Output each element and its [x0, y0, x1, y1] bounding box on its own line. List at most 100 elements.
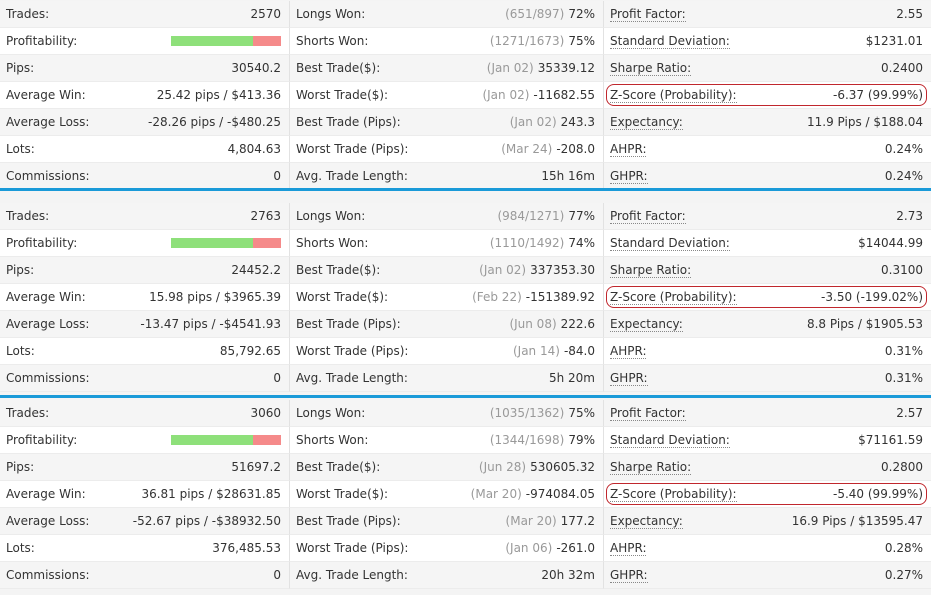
stat-value: 15h 16m: [541, 169, 595, 183]
stat-value: 0.28%: [884, 541, 923, 555]
stat-value: 30540.2: [231, 61, 281, 75]
stat-value: -261.0: [556, 541, 595, 555]
stats-row: Average Win: 15.98 pips / $3965.39 Worst T…: [0, 284, 931, 311]
stat-value: -52.67 pips / -$38932.50: [132, 514, 281, 528]
stat-label: AHPR:: [610, 141, 647, 157]
stat-label: Best Trade (Pips):: [296, 317, 401, 331]
stat-cell: Shorts Won: (1271/1673) 75%: [290, 28, 604, 55]
stat-label: Expectancy:: [610, 316, 683, 332]
stat-note: (Mar 20): [505, 514, 557, 528]
stat-label: Best Trade (Pips):: [296, 115, 401, 129]
stat-value-wrap: 0.24%: [885, 169, 923, 183]
stat-value-wrap: $1231.01: [866, 34, 923, 48]
stat-value: -208.0: [556, 142, 595, 156]
stat-value-wrap: (Jan 02) -11682.55: [482, 88, 595, 102]
stat-label: Sharpe Ratio:: [610, 459, 692, 475]
profitability-bar: [171, 435, 281, 445]
stat-label: GHPR:: [610, 168, 648, 184]
stat-value-wrap: 30540.2: [231, 61, 281, 75]
stat-cell: Best Trade (Pips): (Jun 08) 222.6: [290, 311, 604, 338]
stat-label: Worst Trade($):: [296, 487, 389, 501]
stats-row: Profitability: Shorts Won: (1344/1698) 79% S…: [0, 427, 931, 454]
bar-loss: [253, 238, 281, 248]
stat-label: Expectancy:: [610, 114, 683, 130]
profitability-bar: [171, 238, 281, 248]
stat-cell: Best Trade($): (Jun 28) 530605.32: [290, 454, 604, 481]
stat-note: (Jan 06): [505, 541, 553, 555]
stat-cell: Expectancy: 8.8 Pips / $1905.53: [604, 311, 931, 338]
stats-row: Commissions: 0 Avg. Trade Length: 20h 32m GH…: [0, 562, 931, 589]
stat-cell: Shorts Won: (1110/1492) 74%: [290, 230, 604, 257]
stat-value: 0.31%: [884, 344, 923, 358]
stats-row: Average Win: 36.81 pips / $28631.85 Worst …: [0, 481, 931, 508]
stat-value: 75%: [568, 406, 595, 420]
separator: [0, 188, 931, 191]
stat-value-wrap: 8.8 Pips / $1905.53: [807, 317, 923, 331]
stat-cell: Trades: 2763: [0, 203, 290, 230]
stat-cell: Sharpe Ratio: 0.3100: [604, 257, 931, 284]
stat-value: 5h 20m: [548, 371, 595, 385]
stat-value: $14044.99: [858, 236, 923, 250]
stat-label: Average Win:: [6, 88, 86, 102]
stat-value: 16.9 Pips / $13595.47: [791, 514, 923, 528]
stat-note: (Jan 02): [486, 61, 534, 75]
stat-label: Standard Deviation:: [610, 432, 730, 448]
stat-cell: Trades: 2570: [0, 1, 290, 28]
stat-note: (Mar 24): [501, 142, 553, 156]
stat-note: (1344/1698): [489, 433, 565, 447]
bar-loss: [253, 36, 281, 46]
stat-note: (1035/1362): [489, 406, 565, 420]
stats-row: Lots: 376,485.53 Worst Trade (Pips): (Jan 0…: [0, 535, 931, 562]
stat-cell: GHPR: 0.31%: [604, 365, 931, 392]
stat-cell: Profit Factor: 2.55: [604, 1, 931, 28]
stat-value-wrap: [171, 36, 281, 46]
stat-value-wrap: 85,792.65: [220, 344, 281, 358]
stat-cell: Z-Score (Probability): -6.37 (99.99%): [604, 82, 931, 109]
stat-cell: Longs Won: (651/897) 72%: [290, 1, 604, 28]
stat-note: (Jun 28): [478, 460, 527, 474]
stats-row: Lots: 85,792.65 Worst Trade (Pips): (Jan 14…: [0, 338, 931, 365]
stat-value-wrap: (Jun 08) 222.6: [509, 317, 595, 331]
stat-label: Best Trade($):: [296, 61, 381, 75]
stat-label: Average Loss:: [6, 514, 90, 528]
stat-value-wrap: -13.47 pips / -$4541.93: [140, 317, 281, 331]
stat-value: 530605.32: [530, 460, 595, 474]
stat-label: Avg. Trade Length:: [296, 568, 408, 582]
stats-row: Trades: 2763 Longs Won: (984/1271) 77% Profit…: [0, 203, 931, 230]
stat-cell: Best Trade($): (Jan 02) 35339.12: [290, 55, 604, 82]
stat-cell: Average Win: 15.98 pips / $3965.39: [0, 284, 290, 311]
stat-value: 20h 32m: [541, 568, 595, 582]
stat-label: Sharpe Ratio:: [610, 60, 692, 76]
stat-value-wrap: 0: [273, 371, 281, 385]
stat-value: 0.27%: [884, 568, 923, 582]
stat-label: Worst Trade (Pips):: [296, 344, 409, 358]
stat-label: Standard Deviation:: [610, 235, 730, 251]
stat-label: Average Win:: [6, 487, 86, 501]
stat-value-wrap: (Jan 02) 35339.12: [487, 61, 595, 75]
stat-value-wrap: (Mar 24) -208.0: [501, 142, 595, 156]
stat-label: Avg. Trade Length:: [296, 371, 408, 385]
stat-cell: GHPR: 0.24%: [604, 163, 931, 190]
stat-label: Expectancy:: [610, 513, 683, 529]
stat-label: AHPR:: [610, 343, 647, 359]
stat-value: -5.40 (99.99%): [833, 487, 923, 501]
stat-label: Longs Won:: [296, 209, 366, 223]
stats-row: Average Win: 25.42 pips / $413.36 Worst Tr…: [0, 82, 931, 109]
stat-value: -11682.55: [533, 88, 595, 102]
stat-cell: GHPR: 0.27%: [604, 562, 931, 589]
stat-value-wrap: 15.98 pips / $3965.39: [149, 290, 281, 304]
stats-row: Pips: 30540.2 Best Trade($): (Jan 02) 35339.…: [0, 55, 931, 82]
stat-cell: Standard Deviation: $71161.59: [604, 427, 931, 454]
stat-cell: Commissions: 0: [0, 562, 290, 589]
stats-panel: Trades: 2763 Longs Won: (984/1271) 77% Profit…: [0, 203, 931, 392]
stat-cell: AHPR: 0.31%: [604, 338, 931, 365]
stat-value: 0.31%: [884, 371, 923, 385]
stat-cell: Average Win: 25.42 pips / $413.36: [0, 82, 290, 109]
stat-label: Best Trade($):: [296, 460, 381, 474]
stat-label: Profitability:: [6, 433, 78, 447]
stat-note: (1271/1673): [489, 34, 565, 48]
stat-cell: Trades: 3060: [0, 400, 290, 427]
stat-value-wrap: 0.31%: [885, 344, 923, 358]
stat-value: -151389.92: [525, 290, 595, 304]
stat-label: Z-Score (Probability):: [610, 87, 737, 103]
